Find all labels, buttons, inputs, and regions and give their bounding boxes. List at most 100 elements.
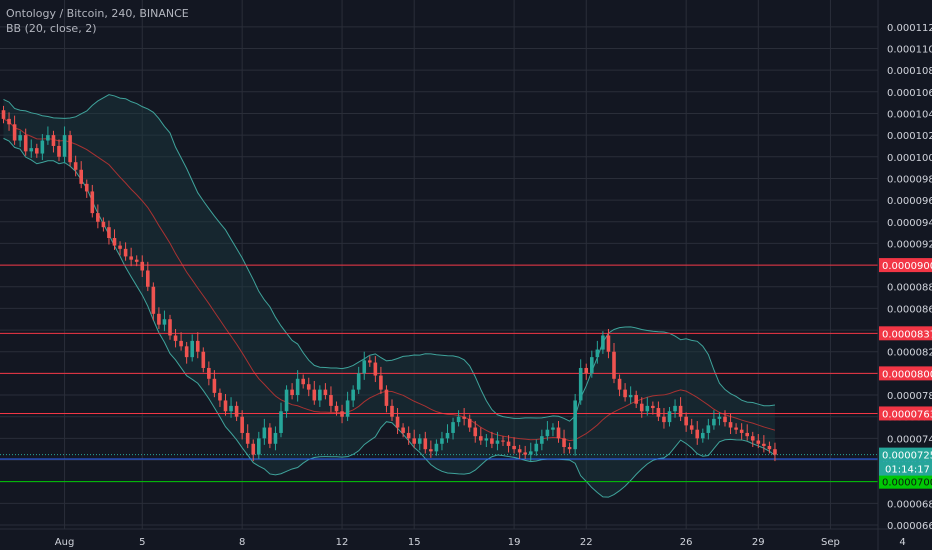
candle-body [750, 436, 755, 441]
candle [750, 431, 755, 448]
candle [68, 130, 72, 167]
candle-body [534, 443, 539, 452]
candle-body [340, 411, 344, 417]
last-price-badge: 0.0000725 [882, 451, 932, 462]
candle [123, 242, 128, 261]
candle [745, 424, 749, 441]
candle [540, 429, 544, 451]
candle [207, 361, 211, 386]
candle [140, 255, 145, 277]
time-tick-label: 8 [239, 537, 245, 548]
time-tick-label: 29 [752, 537, 765, 548]
time-tick-label: Aug [55, 537, 75, 548]
candle-body [567, 447, 572, 450]
candle-body [195, 340, 200, 352]
candle-body [334, 405, 339, 412]
candle [401, 423, 405, 438]
candle [495, 431, 500, 451]
candle [118, 241, 122, 256]
symbol-title[interactable]: Ontology / Bitcoin, 240, BINANCE [6, 7, 189, 20]
candle [51, 130, 56, 153]
candle-body [268, 427, 272, 444]
candle [417, 434, 422, 451]
candlesticks [1, 105, 777, 462]
candle-body [223, 400, 228, 412]
time-tick-label: Sep [821, 537, 840, 548]
candle-body [251, 443, 256, 455]
candle-body [129, 256, 133, 260]
candle [184, 341, 189, 364]
candle [390, 399, 394, 422]
time-tick-label: 19 [508, 537, 521, 548]
candle [90, 184, 95, 218]
candle-body [368, 360, 372, 363]
candle-body [323, 389, 328, 396]
time-tick-label: 26 [680, 537, 693, 548]
candle [445, 424, 450, 443]
candle [562, 429, 566, 454]
candle-body [512, 445, 516, 450]
candle-body [734, 427, 738, 430]
candle [18, 130, 22, 148]
time-tick-label: 4 [899, 537, 905, 548]
candle-body [157, 313, 161, 325]
candle-body [545, 429, 550, 437]
candle-body [601, 335, 605, 350]
candle-body [134, 259, 139, 262]
candle [12, 115, 17, 145]
candle [35, 143, 39, 158]
candle [662, 408, 666, 429]
candle-body [112, 238, 117, 246]
candle [301, 374, 305, 389]
candle [29, 139, 34, 158]
candle [96, 204, 100, 229]
time-tick-label: 12 [336, 537, 349, 548]
candle-body [96, 213, 100, 222]
candle [384, 385, 389, 413]
candle-body [584, 367, 589, 374]
candle-body [639, 403, 644, 412]
candle [490, 431, 494, 449]
candle [229, 397, 233, 418]
candle [534, 439, 539, 456]
candle-body [479, 436, 483, 441]
candle [379, 366, 383, 394]
candle-body [295, 378, 300, 396]
countdown-timer: 01:14:17 [885, 465, 930, 476]
candle-body [634, 395, 638, 404]
candle [84, 179, 89, 198]
candle [712, 410, 716, 430]
indicator-label[interactable]: BB (20, close, 2) [6, 22, 97, 35]
candle-body [562, 438, 566, 448]
candle [767, 441, 772, 454]
candle-body [273, 432, 278, 444]
candle-body [590, 357, 594, 374]
candle [240, 410, 244, 440]
candle-body [467, 418, 472, 428]
candle [678, 397, 683, 422]
candle [701, 428, 705, 443]
candle [479, 427, 483, 445]
time-tick-label: 22 [580, 537, 593, 548]
candle [318, 385, 322, 407]
time-axis[interactable]: Aug 5 8 12 15 19 22 26 29 Sep 4 [55, 537, 906, 548]
candle [334, 401, 339, 416]
candle-body [540, 436, 544, 444]
candle-body [440, 438, 444, 444]
candle-body [373, 362, 378, 376]
candle [284, 385, 289, 418]
candle-body [706, 425, 711, 433]
candle-body [684, 416, 688, 426]
candle [279, 402, 283, 438]
candle [218, 388, 222, 407]
candle [651, 401, 655, 415]
candle [684, 412, 688, 432]
candle-body [140, 261, 145, 271]
